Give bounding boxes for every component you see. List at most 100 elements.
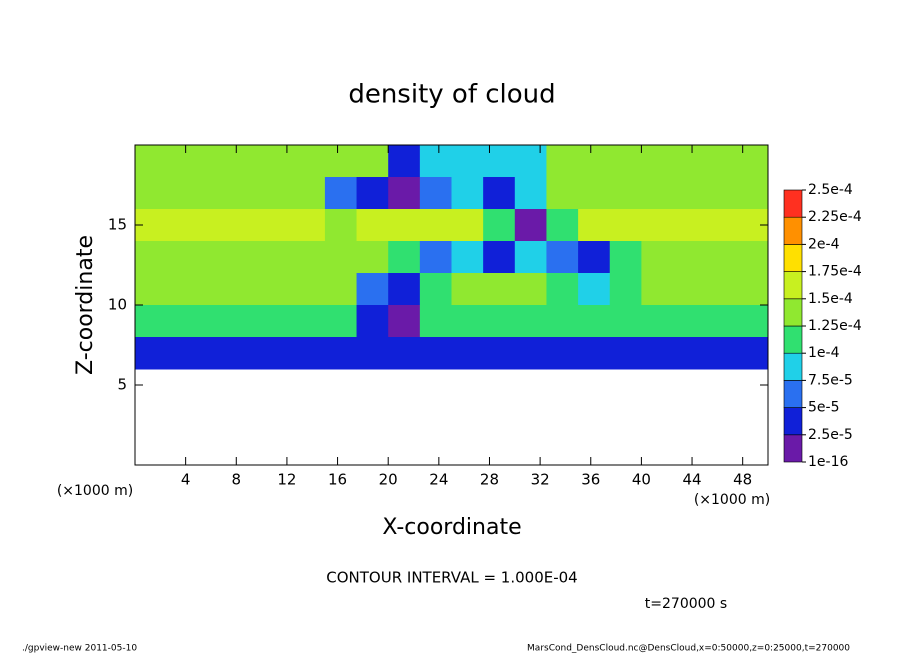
time-label: t=270000 s [645, 596, 727, 612]
heat-cell [641, 145, 674, 178]
heat-cell [229, 241, 263, 274]
y-axis-title: Z-coordinate [73, 235, 98, 375]
heat-cell [736, 241, 769, 274]
heat-cell [641, 241, 674, 274]
heat-cell [578, 145, 611, 178]
heat-cell [419, 241, 452, 274]
heat-cell [609, 273, 642, 306]
heat-cell [166, 145, 199, 178]
heat-cell [514, 273, 547, 306]
x-tick-label: 4 [181, 471, 191, 489]
heat-cell [293, 273, 326, 306]
heat-cell [546, 209, 579, 242]
heat-cell [166, 305, 199, 338]
colorbar-label: 2.5e-5 [808, 427, 853, 443]
colorbar-box [783, 189, 803, 218]
heat-cell [673, 209, 706, 242]
heat-cell [609, 145, 642, 178]
heat-cell [166, 273, 199, 306]
heat-cell [324, 209, 358, 242]
heat-cell [704, 337, 737, 370]
colorbar-box [783, 216, 803, 245]
heat-cell [514, 177, 547, 210]
heat-cell [198, 273, 231, 306]
heat-cell [388, 145, 421, 178]
heat-cell [198, 209, 231, 242]
heat-cell [704, 273, 737, 306]
heat-cell [546, 305, 579, 338]
heat-cell [419, 305, 452, 338]
heat-cell [356, 145, 389, 178]
heat-cell [673, 177, 706, 210]
heat-cell [578, 305, 611, 338]
heat-cell [293, 145, 326, 178]
heat-cell [293, 209, 326, 242]
x-tick-label: 32 [531, 471, 550, 489]
heat-cell [578, 177, 611, 210]
colorbar-label: 1.5e-4 [808, 291, 853, 307]
y-tick-label: 15 [108, 216, 127, 234]
heat-cell [356, 273, 389, 306]
heat-cell [198, 177, 231, 210]
x-tick-label: 40 [632, 471, 651, 489]
heat-cell [261, 337, 294, 370]
colorbar-box [783, 434, 803, 463]
colorbar-label: 2.25e-4 [808, 209, 862, 225]
heat-cell [673, 241, 706, 274]
heat-cell [135, 273, 168, 306]
colorbar-box [783, 244, 803, 272]
heat-cell [514, 337, 547, 370]
heat-cell [135, 241, 168, 274]
x-tick-label: 28 [480, 471, 499, 489]
heat-cell [514, 145, 547, 178]
colorbar-label: 2e-4 [808, 236, 840, 252]
x-tick-label: 48 [733, 471, 752, 489]
heat-cell [166, 241, 199, 274]
chart-title: density of cloud [348, 80, 555, 110]
heat-cell [578, 241, 611, 274]
y-unit: (×1000 m) [57, 483, 133, 499]
heat-cell [578, 209, 611, 242]
heat-cell [483, 305, 516, 338]
heat-cell [451, 209, 484, 242]
colorbar-label: 1e-4 [808, 345, 840, 361]
heat-cell [578, 273, 611, 306]
heat-cell [356, 337, 389, 370]
heat-cell [673, 305, 706, 338]
heat-cell [229, 305, 263, 338]
x-tick-label: 8 [232, 471, 242, 489]
heat-cell [135, 337, 168, 370]
heat-cell [324, 177, 358, 210]
heat-cell [388, 337, 421, 370]
colorbar-label: 1e-16 [808, 454, 848, 470]
heat-cell [293, 177, 326, 210]
heat-cell [483, 273, 516, 306]
heat-cell [198, 337, 231, 370]
heat-cell [736, 177, 769, 210]
heat-cell [641, 209, 674, 242]
heat-cell [673, 273, 706, 306]
heat-cell [546, 241, 579, 274]
heat-cell [609, 177, 642, 210]
heat-cell [166, 177, 199, 210]
colorbar-label: 2.5e-4 [808, 182, 853, 198]
heat-cell [388, 209, 421, 242]
colorbar-box [783, 407, 803, 436]
heat-cell [704, 145, 737, 178]
heat-cell [229, 337, 263, 370]
heat-cell [546, 145, 579, 178]
footer-left: ./gpview-new 2011-05-10 [22, 644, 137, 654]
x-tick-label: 44 [682, 471, 701, 489]
heat-cell [324, 305, 358, 338]
heat-cell [293, 305, 326, 338]
colorbar-box [783, 325, 803, 354]
heat-cell [641, 305, 674, 338]
colorbar-label: 7.5e-5 [808, 372, 853, 388]
heat-cell [514, 241, 547, 274]
heat-cell [704, 241, 737, 274]
heat-cell [229, 177, 263, 210]
heat-cell [293, 241, 326, 274]
heat-cell [704, 305, 737, 338]
heat-cell [546, 337, 579, 370]
